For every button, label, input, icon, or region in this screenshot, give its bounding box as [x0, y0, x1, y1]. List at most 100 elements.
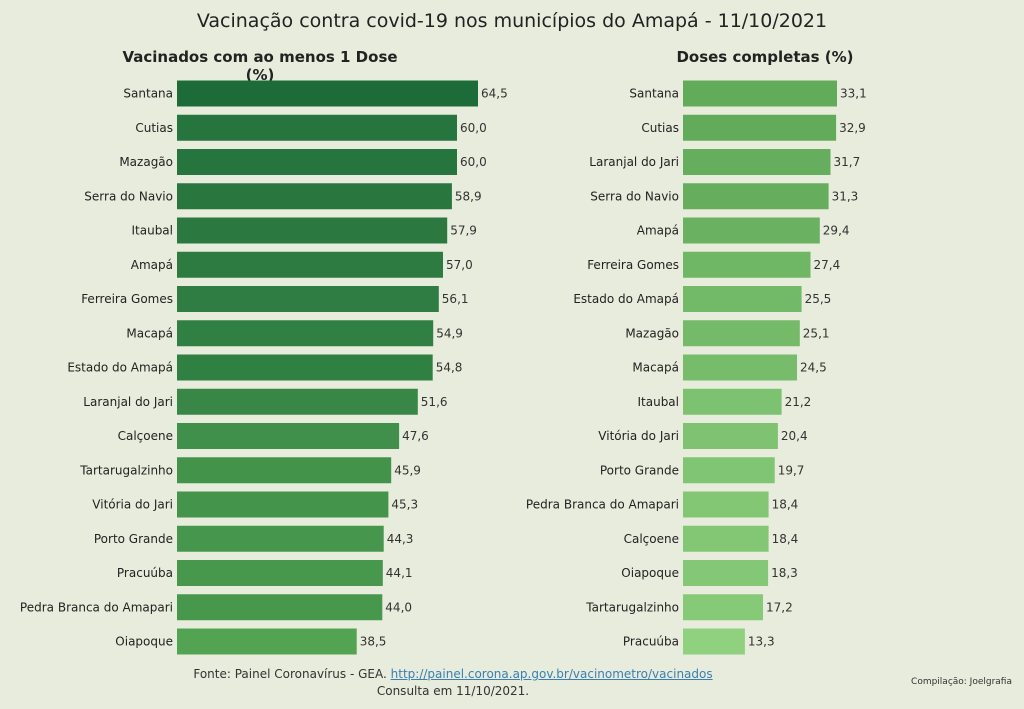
right-bar — [683, 525, 769, 552]
right-category-label: Calçoene — [624, 532, 679, 546]
right-bar — [683, 114, 837, 141]
right-category-label: Ferreira Gomes — [587, 258, 679, 272]
left-bar — [177, 560, 383, 586]
left-value-label: 60,0 — [460, 121, 487, 135]
right-value-label: 13,3 — [748, 635, 775, 649]
right-bar — [683, 491, 769, 518]
left-value-label: 44,0 — [385, 600, 412, 614]
left-category-label: Serra do Navio — [84, 189, 173, 203]
left-bar — [177, 388, 418, 415]
left-category-label: Itaubal — [131, 224, 173, 238]
right-value-label: 33,1 — [840, 87, 867, 101]
left-category-label: Mazagão — [119, 155, 173, 169]
left-category-label: Vitória do Jari — [92, 498, 173, 512]
right-bar — [683, 80, 837, 107]
left-bar — [177, 217, 448, 244]
right-category-label: Serra do Navio — [590, 189, 679, 203]
right-bar — [683, 149, 831, 175]
left-bar — [177, 286, 439, 312]
left-category-label: Calçoene — [118, 429, 173, 443]
credit-note: Compilação: Joelgrafia — [911, 677, 1012, 687]
left-category-label: Pedra Branca do Amapari — [20, 600, 173, 614]
right-category-label: Pracuúba — [623, 635, 679, 649]
left-panel-title: Vacinados com ao menos 1 Dose (%) — [122, 48, 398, 84]
right-bar — [683, 423, 778, 449]
left-bar — [177, 80, 478, 107]
left-category-label: Ferreira Gomes — [81, 292, 173, 306]
right-value-label: 25,5 — [805, 292, 832, 306]
source-note: Fonte: Painel Coronavírus - GEA. http://… — [0, 667, 906, 681]
right-bar — [683, 251, 811, 278]
right-value-label: 29,4 — [823, 224, 850, 238]
right-bar — [683, 388, 782, 415]
left-category-label: Porto Grande — [94, 532, 173, 546]
left-value-label: 38,5 — [360, 635, 387, 649]
left-category-label: Estado do Amapá — [67, 361, 173, 375]
right-category-label: Estado do Amapá — [573, 292, 679, 306]
left-bar — [177, 114, 457, 141]
left-value-label: 54,8 — [436, 361, 463, 375]
left-bar — [177, 149, 457, 175]
left-category-label: Laranjal do Jari — [83, 395, 173, 409]
left-bar — [177, 457, 392, 484]
right-bar — [683, 594, 763, 621]
left-category-label: Tartarugalzinho — [79, 463, 173, 477]
right-value-label: 32,9 — [839, 121, 866, 135]
left-value-label: 56,1 — [442, 292, 469, 306]
left-value-label: 57,9 — [450, 224, 477, 238]
left-value-label: 45,3 — [391, 498, 418, 512]
consulta-note: Consulta em 11/10/2021. — [376, 684, 530, 698]
left-category-label: Cutias — [135, 121, 173, 135]
right-category-label: Itaubal — [637, 395, 679, 409]
left-bar — [177, 320, 434, 347]
right-panel-title: Doses completas (%) — [676, 48, 854, 66]
right-bar — [683, 217, 820, 244]
right-bar — [683, 560, 769, 586]
right-category-label: Vitória do Jari — [598, 429, 679, 443]
right-category-label: Pedra Branca do Amapari — [526, 498, 679, 512]
left-bar — [177, 491, 389, 518]
right-value-label: 31,7 — [834, 155, 861, 169]
right-value-label: 18,4 — [772, 498, 799, 512]
right-bar — [683, 286, 802, 312]
left-value-label: 47,6 — [402, 429, 429, 443]
left-value-label: 54,9 — [436, 326, 463, 340]
left-bar — [177, 525, 384, 552]
left-category-label: Pracuúba — [117, 566, 173, 580]
left-bar — [177, 594, 383, 621]
left-category-label: Macapá — [126, 326, 173, 340]
right-bar — [683, 628, 745, 655]
source-link[interactable]: http://painel.corona.ap.gov.br/vacinomet… — [390, 667, 713, 681]
left-value-label: 58,9 — [455, 189, 482, 203]
right-category-label: Amapá — [637, 224, 679, 238]
left-bar — [177, 423, 400, 449]
left-value-label: 51,6 — [421, 395, 448, 409]
right-category-label: Mazagão — [625, 326, 679, 340]
right-category-label: Porto Grande — [600, 463, 679, 477]
left-category-label: Oiapoque — [115, 635, 173, 649]
right-category-label: Macapá — [632, 361, 679, 375]
left-value-label: 60,0 — [460, 155, 487, 169]
left-value-label: 64,5 — [481, 87, 508, 101]
right-value-label: 24,5 — [800, 361, 827, 375]
right-category-label: Cutias — [641, 121, 679, 135]
left-category-label: Santana — [123, 87, 173, 101]
right-value-label: 27,4 — [814, 258, 841, 272]
right-value-label: 18,3 — [771, 566, 798, 580]
right-category-label: Tartarugalzinho — [585, 600, 679, 614]
left-value-label: 45,9 — [394, 463, 421, 477]
right-value-label: 25,1 — [803, 326, 830, 340]
right-category-label: Laranjal do Jari — [589, 155, 679, 169]
right-value-label: 19,7 — [778, 463, 805, 477]
left-category-label: Amapá — [131, 258, 173, 272]
right-bar — [683, 320, 800, 347]
source-prefix: Fonte: Painel Coronavírus - GEA. — [193, 667, 391, 681]
left-bar — [177, 628, 357, 655]
right-value-label: 31,3 — [832, 189, 859, 203]
chart-title: Vacinação contra covid-19 nos municípios… — [196, 10, 828, 32]
right-bar — [683, 354, 797, 381]
left-value-label: 44,1 — [386, 566, 413, 580]
left-bar — [177, 183, 452, 210]
right-category-label: Oiapoque — [621, 566, 679, 580]
